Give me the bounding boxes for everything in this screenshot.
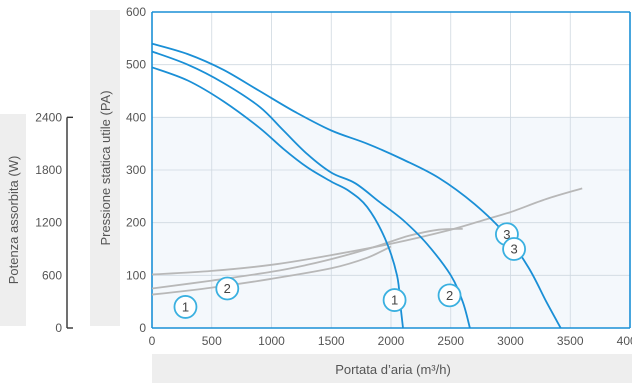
curve-marker-label: 2 <box>446 288 453 303</box>
x-tick-label: 2500 <box>437 334 464 348</box>
y-tick-label: 100 <box>126 268 146 282</box>
y-tick-label: 200 <box>126 216 146 230</box>
x-tick-label: 3500 <box>557 334 584 348</box>
power-curve-3 <box>151 187 583 276</box>
axes <box>66 11 631 329</box>
pressure-curves <box>151 42 562 329</box>
pressure-curve-2 <box>151 50 471 329</box>
curve-marker-circle <box>173 295 198 319</box>
primary-axis-label-box <box>90 10 120 326</box>
curve-marker-circle <box>215 276 240 301</box>
secondary-y-tick-label: 600 <box>42 268 62 282</box>
x-tick-label: 1000 <box>258 334 285 348</box>
y-tick-label: 400 <box>126 110 146 124</box>
x-tick-label: 500 <box>202 334 222 348</box>
secondary-y-tick-label: 2400 <box>35 110 62 124</box>
y-tick-label: 0 <box>139 321 146 335</box>
curve-marker-label: 3 <box>510 242 517 257</box>
x-axis-label-box <box>152 354 632 383</box>
secondary-y-tick-label: 1800 <box>35 163 62 177</box>
curve-marker-label: 3 <box>503 227 510 242</box>
primary-axis-title: Pressione statica utile (PA) <box>98 90 113 245</box>
power-curve-1 <box>151 245 392 296</box>
y-tick-label: 500 <box>126 58 146 72</box>
curve-markers: 1 2 3 1 2 3 <box>173 222 526 319</box>
secondary-y-tick-label: 0 <box>55 321 62 335</box>
y-tick-label: 300 <box>126 163 146 177</box>
x-axis-title: Portata d’aria (m³/h) <box>335 362 451 377</box>
secondary-y-tick-label: 1200 <box>35 216 62 230</box>
x-tick-label: 2000 <box>378 334 405 348</box>
secondary-axis-label-box <box>0 114 26 326</box>
y-tick-labels: 0 100 200 300 400 500 600 <box>126 5 146 335</box>
secondary-y-tick-labels: 0 600 1200 1800 2400 <box>35 110 62 335</box>
curve-marker-circle <box>382 288 407 312</box>
x-tick-label: 4000 <box>617 334 632 348</box>
secondary-axis-title: Potenza assorbita (W) <box>6 156 21 285</box>
curve-marker-label: 1 <box>391 293 398 308</box>
x-tick-label: 1500 <box>318 334 345 348</box>
pressure-curve-1 <box>151 66 404 329</box>
curve-marker-label: 1 <box>182 299 189 314</box>
curve-marker-circle <box>502 237 526 261</box>
x-tick-labels: 0 500 1000 1500 2000 2500 3000 3500 4000 <box>149 334 632 348</box>
x-tick-label: 0 <box>149 334 156 348</box>
curve-marker-label: 2 <box>224 281 231 296</box>
x-tick-label: 3000 <box>497 334 524 348</box>
y-tick-label: 600 <box>126 5 146 19</box>
pressure-curve-3 <box>151 42 562 329</box>
curve-marker-circle <box>437 283 462 308</box>
